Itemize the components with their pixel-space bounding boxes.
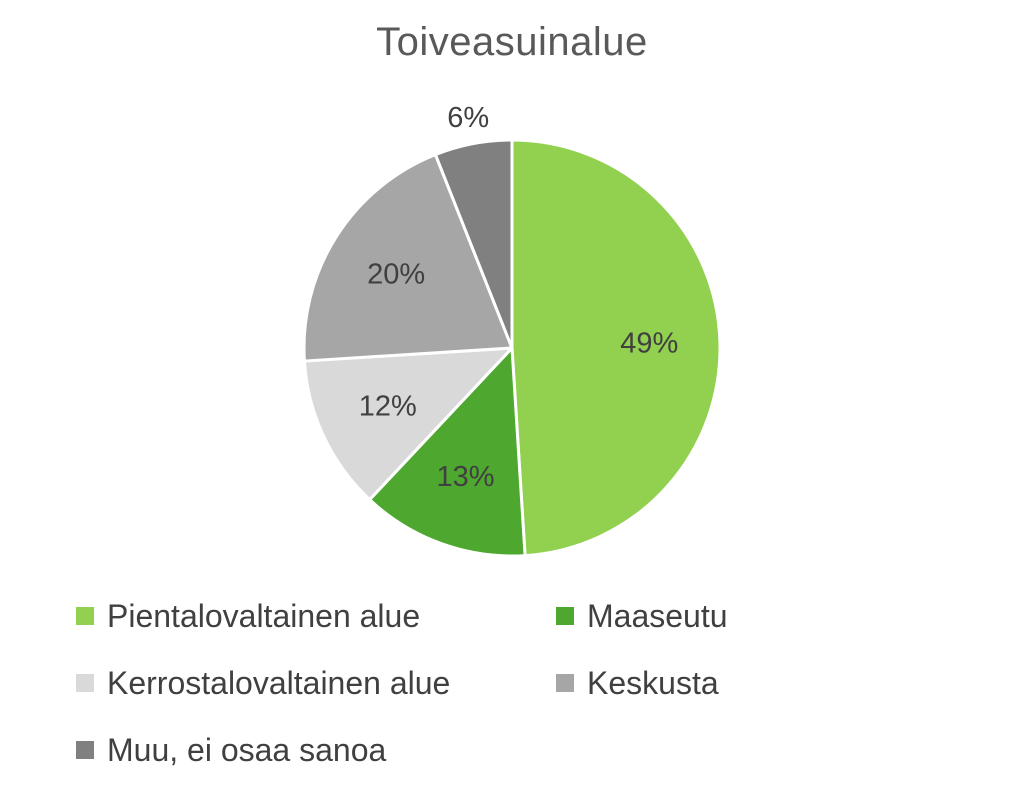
pie-slice-pientalovaltainen-alue — [510, 138, 722, 558]
data-label-maaseutu: 13% — [436, 461, 494, 493]
pie-slice-muu-ei-osaa-sanoa — [433, 138, 514, 350]
data-label-pientalovaltainen-alue: 49% — [620, 328, 678, 360]
pie-slice-keskusta — [302, 153, 514, 363]
data-label-keskusta: 20% — [367, 258, 425, 290]
data-label-muu-ei-osaa-sanoa: 6% — [447, 102, 489, 134]
pie-slice-maaseutu — [368, 346, 527, 558]
data-label-kerrostalovaltainen-alue: 12% — [359, 390, 417, 422]
pie-slice-kerrostalovaltainen-alue — [302, 346, 514, 502]
chart-title: Toiveasuinalue — [376, 20, 648, 64]
